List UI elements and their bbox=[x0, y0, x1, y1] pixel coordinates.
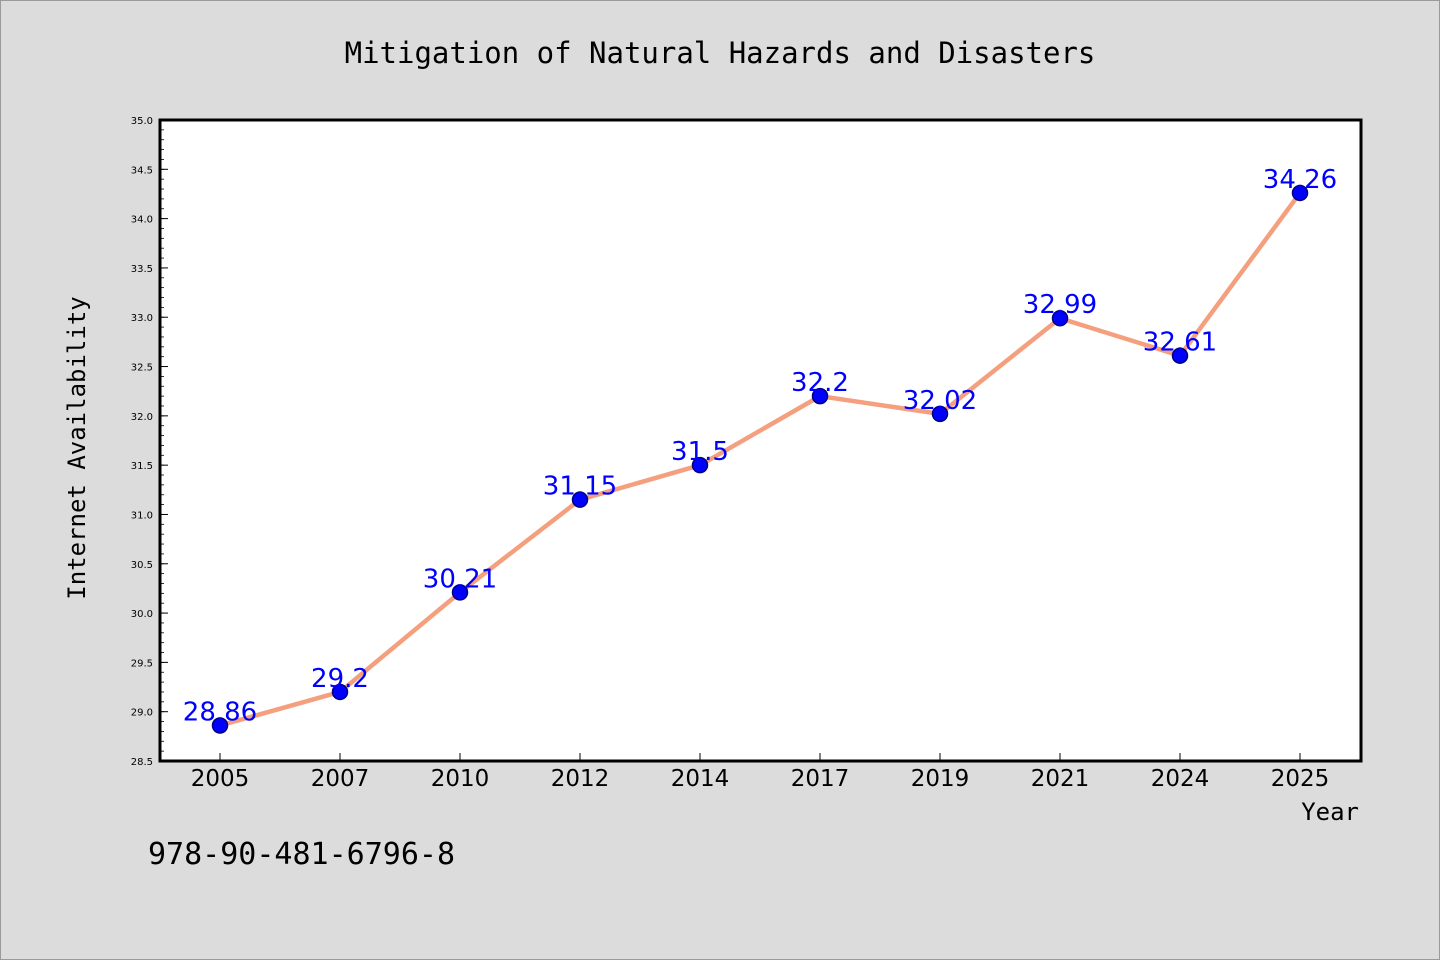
data-point bbox=[1051, 309, 1069, 327]
y-tick-label: 29.0 bbox=[131, 708, 153, 719]
data-point bbox=[571, 491, 589, 508]
data-label: 31.15 bbox=[543, 472, 617, 502]
y-tick-label: 31.5 bbox=[131, 461, 153, 472]
x-tick-label: 2021 bbox=[1031, 766, 1090, 792]
data-label: 32.61 bbox=[1143, 328, 1217, 358]
data-label: 32.99 bbox=[1023, 290, 1097, 320]
data-point bbox=[811, 387, 829, 405]
data-point bbox=[691, 456, 709, 474]
data-point bbox=[931, 405, 949, 423]
y-tick-label: 34.0 bbox=[131, 215, 153, 226]
y-tick-label: 32.0 bbox=[131, 412, 153, 423]
data-point bbox=[331, 683, 349, 701]
series-line bbox=[217, 190, 1303, 728]
series: 28.86 29.2 30.21 31.15 31.5 32.2 32.02 32.99 32.… bbox=[183, 165, 1337, 734]
data-label: 32.02 bbox=[903, 386, 977, 416]
x-tick-label: 2007 bbox=[311, 766, 370, 792]
y-axis-label: Internet Availability bbox=[63, 296, 91, 599]
data-label: 32.2 bbox=[791, 368, 849, 398]
data-point bbox=[1171, 347, 1189, 364]
x-tick-label: 2012 bbox=[551, 766, 610, 792]
y-tick-label: 30.5 bbox=[131, 560, 153, 571]
x-tick-label: 2010 bbox=[431, 766, 490, 792]
y-tick-label: 35.0 bbox=[131, 116, 153, 127]
y-tick-label: 30.0 bbox=[131, 609, 153, 620]
y-tick-label: 32.5 bbox=[131, 363, 153, 374]
y-axis: 28.5 29.0 29.5 30.0 30.5 31.0 31.5 32.0 32.5 33.0… bbox=[131, 116, 168, 768]
x-tick-label: 2024 bbox=[1151, 766, 1210, 792]
x-axis-label: Year bbox=[1301, 798, 1359, 826]
x-tick-label: 2005 bbox=[191, 766, 250, 792]
y-tick-label: 34.5 bbox=[131, 165, 153, 176]
x-tick-label: 2019 bbox=[911, 766, 970, 792]
data-point bbox=[451, 584, 469, 601]
x-tick-label: 2017 bbox=[791, 766, 850, 792]
y-tick-label: 29.5 bbox=[131, 658, 153, 669]
data-label: 31.5 bbox=[671, 437, 729, 467]
y-tick-label: 33.0 bbox=[131, 313, 153, 324]
y-tick-label: 28.5 bbox=[131, 757, 153, 768]
data-point bbox=[211, 717, 229, 734]
isbn-label: 978-90-481-6796-8 bbox=[148, 837, 455, 872]
y-tick-label: 33.5 bbox=[131, 264, 153, 275]
chart-title: Mitigation of Natural Hazards and Disast… bbox=[345, 36, 1096, 70]
data-point bbox=[1291, 184, 1309, 202]
data-label: 34.26 bbox=[1263, 165, 1337, 195]
data-label: 30.21 bbox=[423, 564, 497, 594]
x-tick-label: 2025 bbox=[1271, 766, 1330, 792]
x-axis: 2005 2007 2010 2012 2014 2017 2019 2021 2024 2025 bbox=[191, 753, 1330, 792]
plot-area bbox=[158, 118, 1363, 763]
data-label: 29.2 bbox=[311, 664, 369, 694]
x-tick-label: 2014 bbox=[671, 766, 730, 792]
y-tick-label: 31.0 bbox=[131, 510, 153, 521]
data-label: 28.86 bbox=[183, 697, 257, 727]
